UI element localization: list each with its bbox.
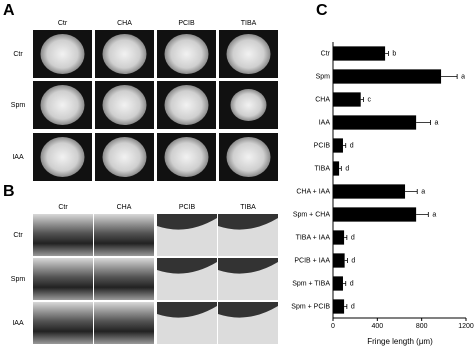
panel-label: C <box>316 2 328 19</box>
y-tick-label: CHA <box>315 96 330 103</box>
column-label: PCIB <box>179 204 196 211</box>
bar <box>333 115 417 130</box>
column-label: CHA <box>117 20 132 27</box>
colony <box>40 85 85 125</box>
bar <box>333 276 343 291</box>
error-bar <box>344 235 348 240</box>
row-label: Spm <box>11 276 26 283</box>
error-bar <box>416 120 431 125</box>
colony <box>230 89 267 121</box>
significance-letter: b <box>392 50 396 57</box>
colony-edge <box>157 214 217 230</box>
column-label: TIBA <box>240 204 256 211</box>
photo <box>94 302 154 344</box>
bar <box>333 230 345 245</box>
significance-letter: d <box>351 257 355 264</box>
error-bar <box>339 166 342 171</box>
significance-letter: d <box>350 142 354 149</box>
row-label: Ctr <box>13 232 23 239</box>
bar <box>333 138 343 153</box>
bar <box>333 184 406 199</box>
error-bar <box>441 74 458 79</box>
column-label: CHA <box>117 204 132 211</box>
row-label: IAA <box>12 154 24 161</box>
error-bar <box>385 51 389 56</box>
bar <box>333 92 361 107</box>
row-label: IAA <box>12 320 24 327</box>
colony <box>102 34 147 74</box>
error-bar <box>405 189 418 194</box>
row-label: Spm <box>11 102 26 109</box>
colony <box>102 137 147 177</box>
colony <box>164 137 209 177</box>
error-bar <box>342 281 347 286</box>
colony <box>40 137 85 177</box>
colony-edge <box>157 302 217 318</box>
significance-letter: d <box>351 303 355 310</box>
x-tick-label: 800 <box>416 323 428 330</box>
colony-edge <box>157 258 217 274</box>
bar <box>333 207 417 222</box>
colony-edge <box>218 302 278 318</box>
y-tick-label: Spm + CHA <box>293 211 330 218</box>
y-tick-label: PCIB <box>314 142 331 149</box>
bar <box>333 299 345 314</box>
colony-edge <box>218 258 278 274</box>
photo <box>33 302 93 344</box>
error-bar <box>344 304 348 309</box>
column-label: TIBA <box>241 20 257 27</box>
y-tick-label: Spm <box>316 73 331 80</box>
colony <box>164 34 209 74</box>
significance-letter: a <box>432 211 436 218</box>
row-label: Ctr <box>13 51 23 58</box>
colony <box>226 137 271 177</box>
photo <box>33 214 93 256</box>
error-bar <box>342 143 347 148</box>
significance-letter: a <box>461 73 465 80</box>
error-bar <box>360 97 364 102</box>
y-tick-label: Spm + PCIB <box>291 303 330 310</box>
photo <box>94 258 154 300</box>
bar <box>333 253 345 268</box>
y-tick-label: PCIB + IAA <box>294 257 330 264</box>
x-tick-label: 0 <box>331 323 335 330</box>
y-tick-label: TIBA <box>314 165 330 172</box>
significance-letter: a <box>435 119 439 126</box>
y-tick-label: IAA <box>319 119 331 126</box>
column-label: Ctr <box>58 204 68 211</box>
significance-letter: d <box>350 280 354 287</box>
colony <box>102 85 147 125</box>
x-tick-label: 400 <box>371 323 383 330</box>
bar <box>333 46 386 61</box>
panel-label: B <box>3 183 15 200</box>
x-tick-label: 1200 <box>458 323 474 330</box>
x-axis-label: Fringe length (μm) <box>367 337 433 346</box>
photo <box>94 214 154 256</box>
y-tick-label: Ctr <box>321 50 331 57</box>
colony <box>164 85 209 125</box>
colony-edge <box>218 214 278 230</box>
colony <box>226 34 271 74</box>
error-bar <box>344 258 348 263</box>
significance-letter: a <box>421 188 425 195</box>
column-label: Ctr <box>58 20 68 27</box>
bar <box>333 161 340 176</box>
bar <box>333 69 442 84</box>
y-tick-label: CHA + IAA <box>296 188 330 195</box>
column-label: PCIB <box>178 20 195 27</box>
y-tick-label: Spm + TIBA <box>292 280 330 287</box>
significance-letter: c <box>367 96 371 103</box>
significance-letter: d <box>351 234 355 241</box>
significance-letter: d <box>345 165 349 172</box>
error-bar <box>416 212 429 217</box>
y-tick-label: TIBA + IAA <box>296 234 331 241</box>
photo <box>33 258 93 300</box>
colony <box>40 34 85 74</box>
panel-label: A <box>3 2 15 19</box>
